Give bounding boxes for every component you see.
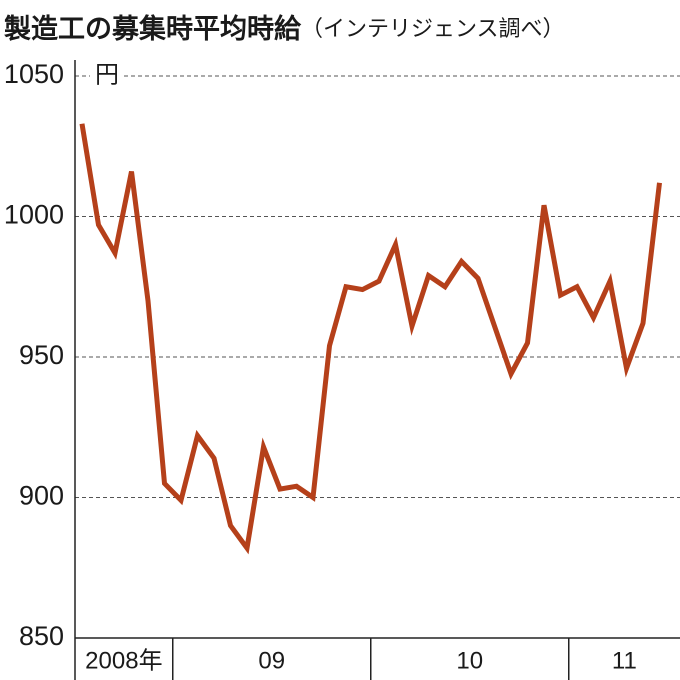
subtitle: （インテリジェンス調べ） xyxy=(301,17,565,42)
y-tick-label: 1000 xyxy=(4,200,64,230)
x-tick-label: 09 xyxy=(258,647,285,674)
x-tick-label: 2008年 xyxy=(85,647,162,674)
unit-bg xyxy=(90,62,122,90)
unit-label: 円 xyxy=(95,61,119,88)
y-tick-label: 900 xyxy=(19,481,64,511)
line-series xyxy=(79,123,662,555)
y-tick-label: 950 xyxy=(19,340,64,370)
chart-title: 製造工の募集時平均時給（インテリジェンス調べ） xyxy=(4,13,565,45)
x-tick-label: 11 xyxy=(612,647,637,674)
x-tick-label: 10 xyxy=(456,647,483,674)
y-tick-label: 850 xyxy=(19,621,64,651)
title: 製造工の募集時平均時給 xyxy=(4,13,302,45)
y-tick-label: 1050 xyxy=(4,59,64,89)
